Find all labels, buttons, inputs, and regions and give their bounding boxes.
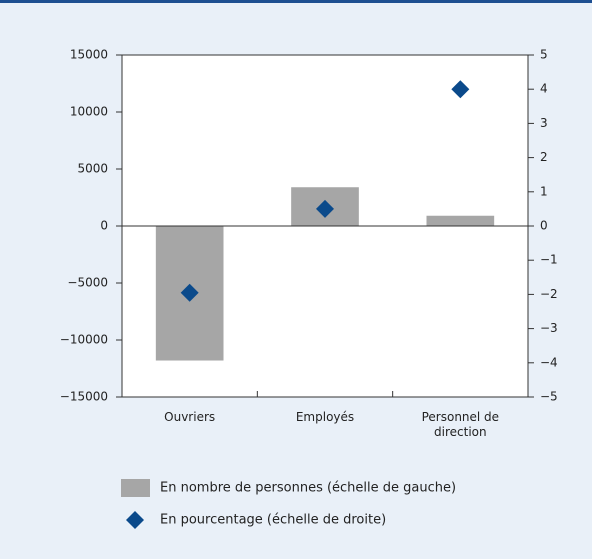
legend-swatch (126, 511, 144, 529)
y-tick-label: 10000 (70, 105, 108, 119)
y2-tick-label: 4 (540, 82, 548, 96)
y2-tick-label: −3 (540, 321, 558, 335)
y2-tick-label: −4 (540, 355, 558, 369)
legend-label: En pourcentage (échelle de droite) (160, 513, 386, 528)
diamond-marker (451, 80, 470, 99)
y2-tick-label: −2 (540, 287, 558, 301)
y-tick-label: −15000 (60, 390, 108, 404)
y-tick-label: 5000 (77, 162, 108, 176)
x-tick-label: Ouvriers (164, 410, 216, 424)
y2-tick-label: 3 (540, 116, 548, 130)
y2-tick-label: −5 (540, 390, 558, 404)
y2-tick-label: 0 (540, 219, 548, 233)
y-tick-label: −5000 (67, 276, 108, 290)
legend-swatch (121, 479, 150, 497)
y-tick-label: 0 (100, 219, 108, 233)
bar (426, 215, 495, 226)
y2-tick-label: 1 (540, 184, 548, 198)
y-tick-label: −10000 (60, 333, 108, 347)
diamond-marker (316, 199, 334, 218)
legend-label: En nombre de personnes (échelle de gauch… (160, 481, 456, 496)
x-tick-label: Personnel de direction (421, 410, 500, 439)
top-border (0, 0, 592, 3)
y2-tick-label: 2 (540, 150, 548, 164)
y2-tick-label: 5 (540, 48, 548, 62)
x-tick-label: Employés (295, 410, 355, 424)
y-tick-label: 15000 (70, 48, 108, 62)
y2-tick-label: −1 (540, 253, 558, 267)
diamond-marker (180, 283, 199, 302)
